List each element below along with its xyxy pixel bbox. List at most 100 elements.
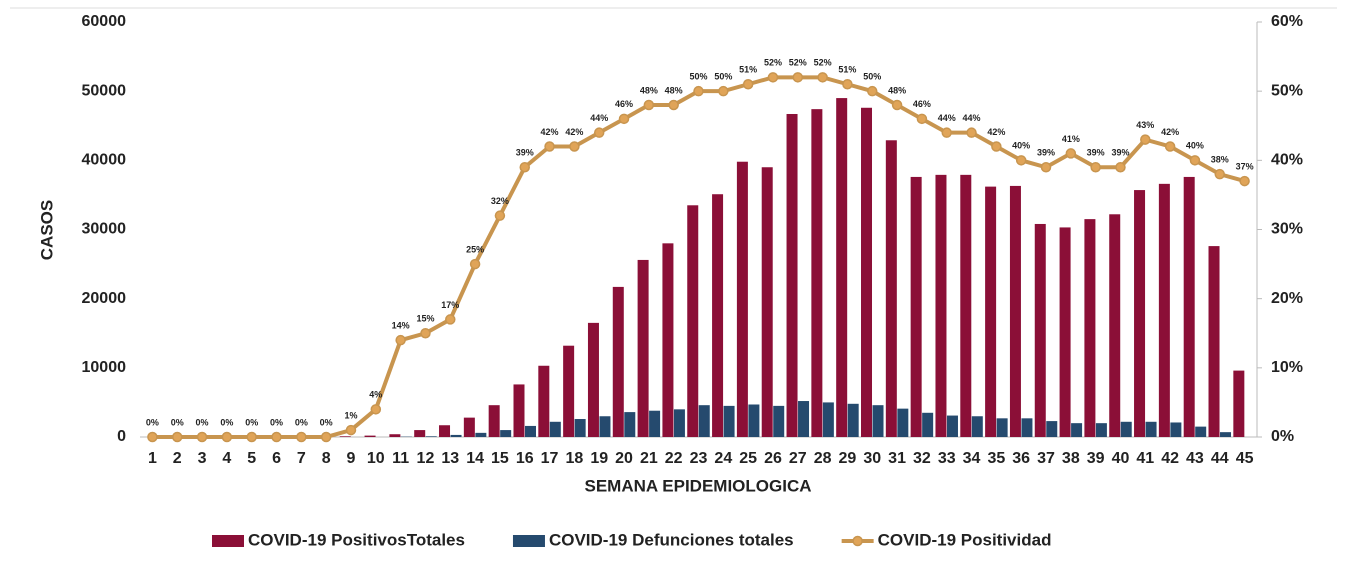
x-tick-label: 27	[789, 450, 807, 467]
line-marker	[1040, 162, 1052, 173]
bar	[587, 322, 599, 437]
x-tick-label: 11	[392, 450, 409, 467]
x-tick-label: 23	[690, 450, 708, 467]
line	[152, 75, 1246, 439]
bar	[1009, 185, 1021, 437]
x-tick-label: 28	[814, 450, 832, 467]
bar	[1183, 176, 1195, 437]
bar	[624, 412, 636, 437]
bar	[811, 109, 823, 438]
data-label: 43%	[1136, 120, 1154, 130]
y2-tick-label: 60%	[1271, 13, 1303, 30]
bar	[599, 416, 611, 437]
line-marker	[171, 431, 183, 443]
data-label: 39%	[1037, 148, 1055, 158]
y-tick-label: 10000	[82, 359, 127, 376]
data-label: 32%	[491, 196, 509, 206]
line-marker	[196, 431, 208, 443]
bar	[712, 194, 724, 437]
line-marker	[941, 127, 952, 138]
data-label: 39%	[516, 148, 534, 158]
data-label: 42%	[987, 127, 1005, 137]
data-label: 1%	[344, 410, 357, 420]
bar	[425, 436, 437, 437]
bar	[910, 176, 922, 437]
x-tick-label: 22	[665, 450, 683, 467]
x-tick-label: 45	[1236, 450, 1254, 467]
bar	[922, 412, 934, 437]
x-tick-label: 1	[148, 450, 157, 467]
bar	[1034, 223, 1046, 437]
y-tick-label: 50000	[82, 82, 127, 99]
bar	[488, 405, 500, 437]
bar	[475, 432, 487, 437]
data-label: 37%	[1236, 161, 1254, 171]
x-tick-label: 17	[541, 450, 559, 467]
x-tick-label: 35	[987, 450, 1005, 467]
bar	[1021, 418, 1033, 437]
data-label: 46%	[913, 99, 931, 109]
bar	[1220, 432, 1232, 437]
data-label: 46%	[615, 99, 633, 109]
data-label: 50%	[689, 72, 707, 82]
line-marker	[767, 72, 779, 83]
data-label: 44%	[963, 113, 981, 123]
line-marker	[271, 431, 282, 443]
data-label: 0%	[171, 417, 184, 427]
x-tick-label: 8	[322, 450, 331, 467]
bar	[439, 425, 451, 437]
line-marker	[817, 72, 828, 83]
x-tick-label: 20	[615, 450, 633, 467]
x-tick-label: 10	[367, 450, 385, 467]
legend-swatch	[212, 535, 244, 547]
line-marker	[370, 404, 382, 415]
x-tick-label: 19	[590, 450, 608, 467]
bar	[761, 167, 773, 437]
bar	[463, 417, 475, 437]
legend-swatch	[852, 535, 863, 547]
bar	[1145, 421, 1157, 437]
bar	[1046, 421, 1058, 437]
x-tick-label: 37	[1037, 450, 1055, 467]
bar	[389, 434, 401, 437]
data-label: 48%	[665, 85, 683, 95]
data-label: 0%	[295, 417, 308, 427]
data-label: 51%	[838, 65, 856, 75]
bar	[414, 430, 426, 437]
x-axis-label: SEMANA EPIDEMIOLOGICA	[585, 476, 812, 495]
data-label: 14%	[392, 321, 410, 331]
line-marker	[643, 99, 655, 111]
bar	[786, 113, 798, 437]
bar	[897, 408, 909, 437]
x-tick-label: 29	[839, 450, 857, 467]
line-marker	[445, 314, 456, 325]
data-label: 0%	[146, 417, 159, 427]
y-tick-label: 30000	[82, 221, 127, 238]
line-marker	[1065, 148, 1077, 159]
bar	[364, 435, 376, 437]
x-tick-label: 36	[1012, 450, 1030, 467]
data-label: 52%	[789, 58, 807, 68]
bar	[662, 243, 674, 437]
line-marker	[991, 141, 1002, 152]
data-label: 0%	[220, 417, 233, 427]
bar	[339, 436, 351, 437]
x-tick-label: 2	[173, 450, 182, 467]
x-tick-label: 41	[1136, 450, 1154, 467]
bar	[1109, 214, 1121, 437]
x-tick-label: 9	[347, 450, 356, 467]
x-tick-label: 5	[247, 450, 256, 467]
bar	[971, 416, 983, 437]
line-marker	[395, 334, 406, 346]
data-label: 0%	[270, 417, 283, 427]
data-label: 44%	[938, 113, 956, 123]
data-label: 39%	[1087, 148, 1105, 158]
bar	[637, 259, 649, 437]
line-marker	[1189, 155, 1201, 166]
data-label: 42%	[1161, 127, 1179, 137]
data-label: 42%	[565, 127, 583, 137]
y2-tick-label: 20%	[1271, 290, 1303, 307]
bar	[822, 402, 834, 437]
x-tick-label: 40	[1112, 450, 1130, 467]
data-label: 48%	[888, 85, 906, 95]
